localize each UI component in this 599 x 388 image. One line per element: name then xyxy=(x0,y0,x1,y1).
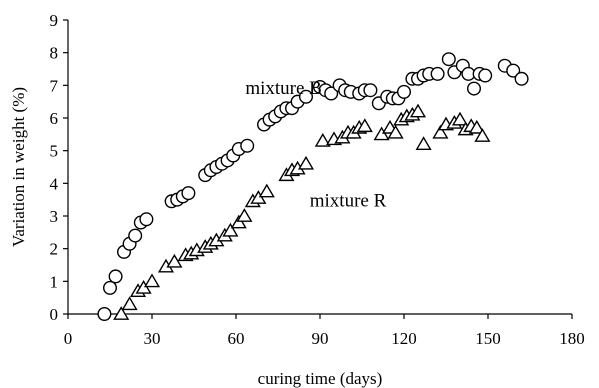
data-point-mixture-r xyxy=(258,183,275,198)
data-point-mixture-b xyxy=(467,81,482,96)
data-point-mixture-r xyxy=(432,124,449,139)
series-annotation: mixture R xyxy=(310,191,387,212)
data-point-mixture-r xyxy=(356,118,373,133)
data-point-mixture-r xyxy=(113,306,130,320)
data-point-mixture-r xyxy=(121,296,138,311)
data-point-mixture-r xyxy=(474,128,491,142)
y-tick-label: 1 xyxy=(50,272,59,291)
data-point-mixture-r xyxy=(451,111,469,126)
y-tick-label: 8 xyxy=(50,44,59,63)
data-point-mixture-b xyxy=(363,83,378,98)
x-tick-label: 150 xyxy=(475,329,501,348)
x-axis-label: curing time (days) xyxy=(258,369,383,388)
x-tick-label: 0 xyxy=(64,329,73,348)
data-point-mixture-r xyxy=(236,208,253,222)
data-point-mixture-r xyxy=(387,124,404,139)
series-annotation: mixture B xyxy=(245,78,322,99)
data-point-mixture-r xyxy=(143,273,161,288)
data-point-mixture-b xyxy=(478,68,493,83)
data-point-mixture-b xyxy=(514,71,529,86)
data-point-mixture-r xyxy=(297,155,315,170)
y-tick-label: 6 xyxy=(50,109,59,128)
series-mixture-r xyxy=(113,103,491,320)
data-point-mixture-r xyxy=(314,132,331,147)
data-point-mixture-b xyxy=(181,186,196,201)
series-mixture-b xyxy=(97,52,529,322)
y-axis-label: Variation in weight (%) xyxy=(9,87,28,247)
data-point-mixture-r xyxy=(222,222,239,237)
data-point-mixture-b xyxy=(108,269,123,284)
y-tick-label: 5 xyxy=(50,142,59,161)
y-tick-label: 0 xyxy=(50,305,59,324)
data-point-mixture-b xyxy=(139,212,154,227)
data-point-mixture-b xyxy=(506,63,521,78)
annotations: mixture B mixture R xyxy=(245,78,386,212)
x-tick-label: 30 xyxy=(144,329,161,348)
data-point-mixture-b xyxy=(102,280,117,295)
x-tick-label: 90 xyxy=(312,329,329,348)
data-point-mixture-b xyxy=(128,228,143,243)
x-tick-label: 120 xyxy=(391,329,417,348)
data-point-mixture-b xyxy=(430,66,445,81)
y-tick-label: 4 xyxy=(50,174,59,193)
y-tick-label: 9 xyxy=(50,11,59,30)
data-point-mixture-b xyxy=(97,307,112,322)
x-tick-label: 60 xyxy=(228,329,245,348)
data-point-mixture-b xyxy=(397,84,412,99)
data-point-mixture-b xyxy=(299,89,314,104)
data-point-mixture-b xyxy=(324,86,339,101)
data-point-mixture-b xyxy=(441,52,456,67)
data-point-mixture-r xyxy=(415,136,432,151)
y-tick-label: 7 xyxy=(50,76,59,95)
data-point-mixture-b xyxy=(240,138,255,153)
data-point-mixture-r xyxy=(468,119,485,134)
data-point-mixture-r xyxy=(409,103,427,118)
x-tick-label: 180 xyxy=(559,329,585,348)
y-tick-label: 3 xyxy=(50,207,59,226)
y-tick-label: 2 xyxy=(50,240,59,259)
